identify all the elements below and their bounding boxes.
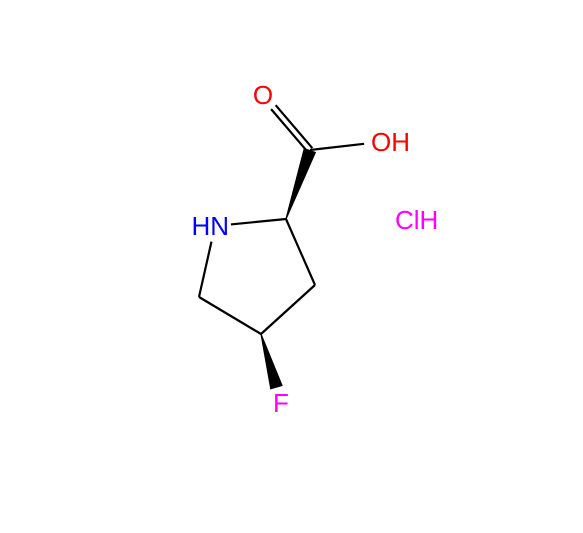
atom-label-Odbl: O — [253, 80, 273, 110]
bond-line — [199, 297, 261, 334]
bond-line — [199, 242, 211, 297]
bond-line — [310, 144, 364, 150]
bond-line — [271, 109, 308, 152]
bonds-layer — [199, 105, 364, 389]
bond-line — [276, 105, 313, 148]
bond-wedge — [285, 148, 316, 219]
atom-label-N1: HN — [191, 211, 229, 241]
molecule-diagram: HN O OH F ClH — [0, 0, 583, 533]
bond-line — [231, 219, 286, 224]
atom-label-F: F — [273, 388, 289, 418]
bond-wedge — [260, 334, 282, 390]
bond-line — [286, 219, 315, 285]
counterion-label: ClH — [395, 205, 438, 235]
atom-label-Ooh: OH — [371, 127, 410, 157]
bond-line — [261, 285, 315, 334]
atom-labels-layer: HN O OH F — [191, 80, 410, 418]
